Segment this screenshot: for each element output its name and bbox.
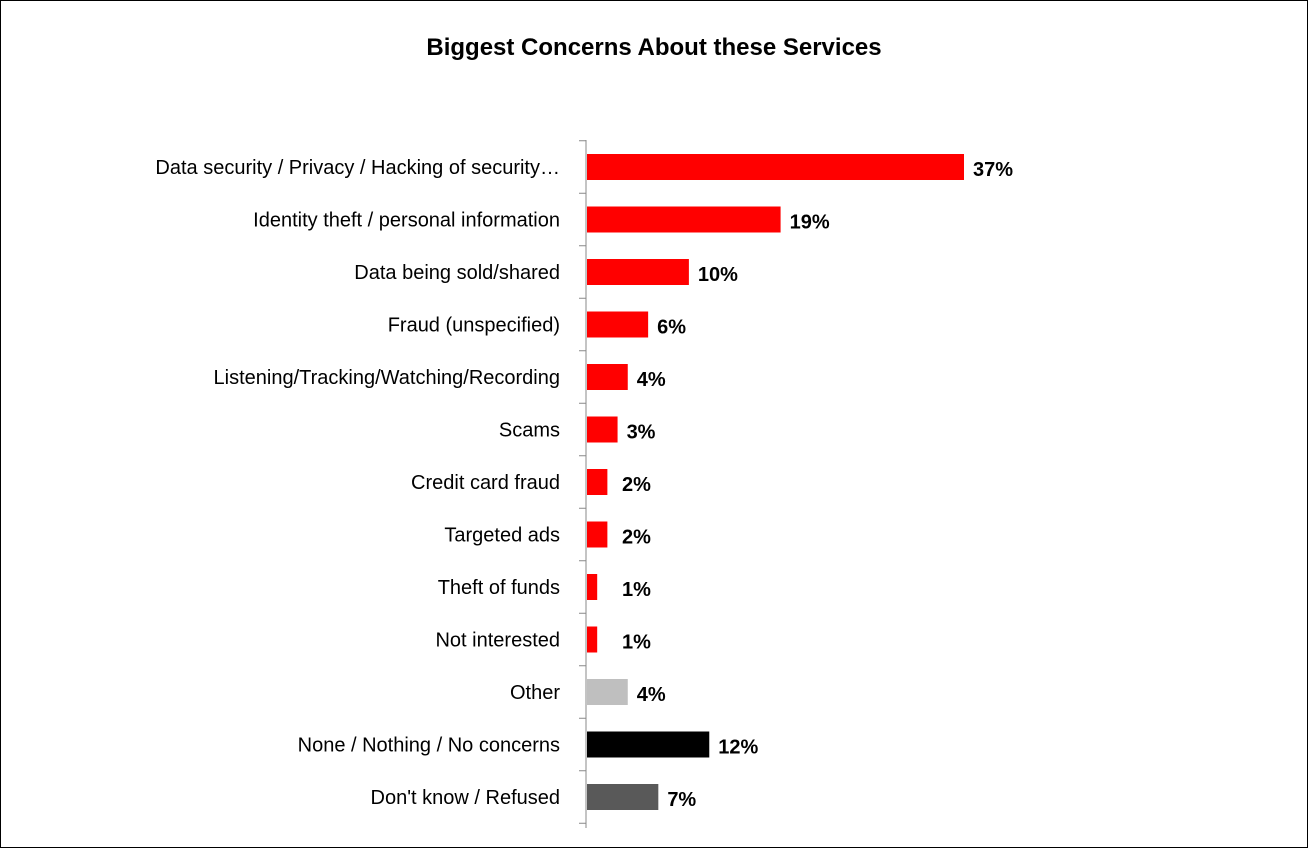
data-label: 7%: [667, 789, 696, 811]
category-label: None / Nothing / No concerns: [298, 735, 560, 757]
data-label: 10%: [698, 264, 738, 286]
category-label: Targeted ads: [444, 525, 560, 547]
chart-title: Biggest Concerns About these Services: [426, 34, 882, 61]
data-label: 6%: [657, 317, 686, 339]
category-label: Don't know / Refused: [371, 787, 560, 809]
category-label: Not interested: [435, 630, 560, 652]
data-label: 2%: [622, 474, 651, 496]
category-label: Scams: [499, 420, 560, 442]
bar: [587, 311, 649, 338]
category-label: Listening/Tracking/Watching/Recording: [214, 367, 560, 389]
bar: [587, 154, 964, 180]
category-label: Credit card fraud: [411, 472, 560, 494]
category-label: Data being sold/shared: [354, 262, 560, 284]
data-label: 1%: [622, 632, 651, 654]
bar: [587, 731, 710, 758]
category-label: Fraud (unspecified): [388, 315, 560, 337]
category-label: Identity theft / personal information: [253, 210, 560, 232]
bar: [587, 521, 608, 548]
category-label: Theft of funds: [438, 577, 560, 599]
bar: [587, 679, 628, 705]
data-label: 37%: [973, 159, 1013, 181]
data-label: 3%: [627, 422, 656, 444]
bar: [587, 416, 618, 443]
bar: [587, 626, 598, 653]
bar: [587, 574, 598, 600]
category-label: Data security / Privacy / Hacking of sec…: [155, 157, 560, 179]
data-label: 12%: [718, 737, 758, 759]
bar: [587, 364, 628, 390]
data-label: 19%: [790, 212, 830, 234]
bar: [587, 469, 608, 495]
bar: [587, 259, 689, 285]
data-label: 1%: [622, 579, 651, 601]
category-label: Other: [510, 682, 560, 704]
data-label: 4%: [637, 684, 666, 706]
bar: [587, 784, 659, 810]
data-label: 4%: [637, 369, 666, 391]
data-label: 2%: [622, 527, 651, 549]
bar: [587, 206, 781, 233]
